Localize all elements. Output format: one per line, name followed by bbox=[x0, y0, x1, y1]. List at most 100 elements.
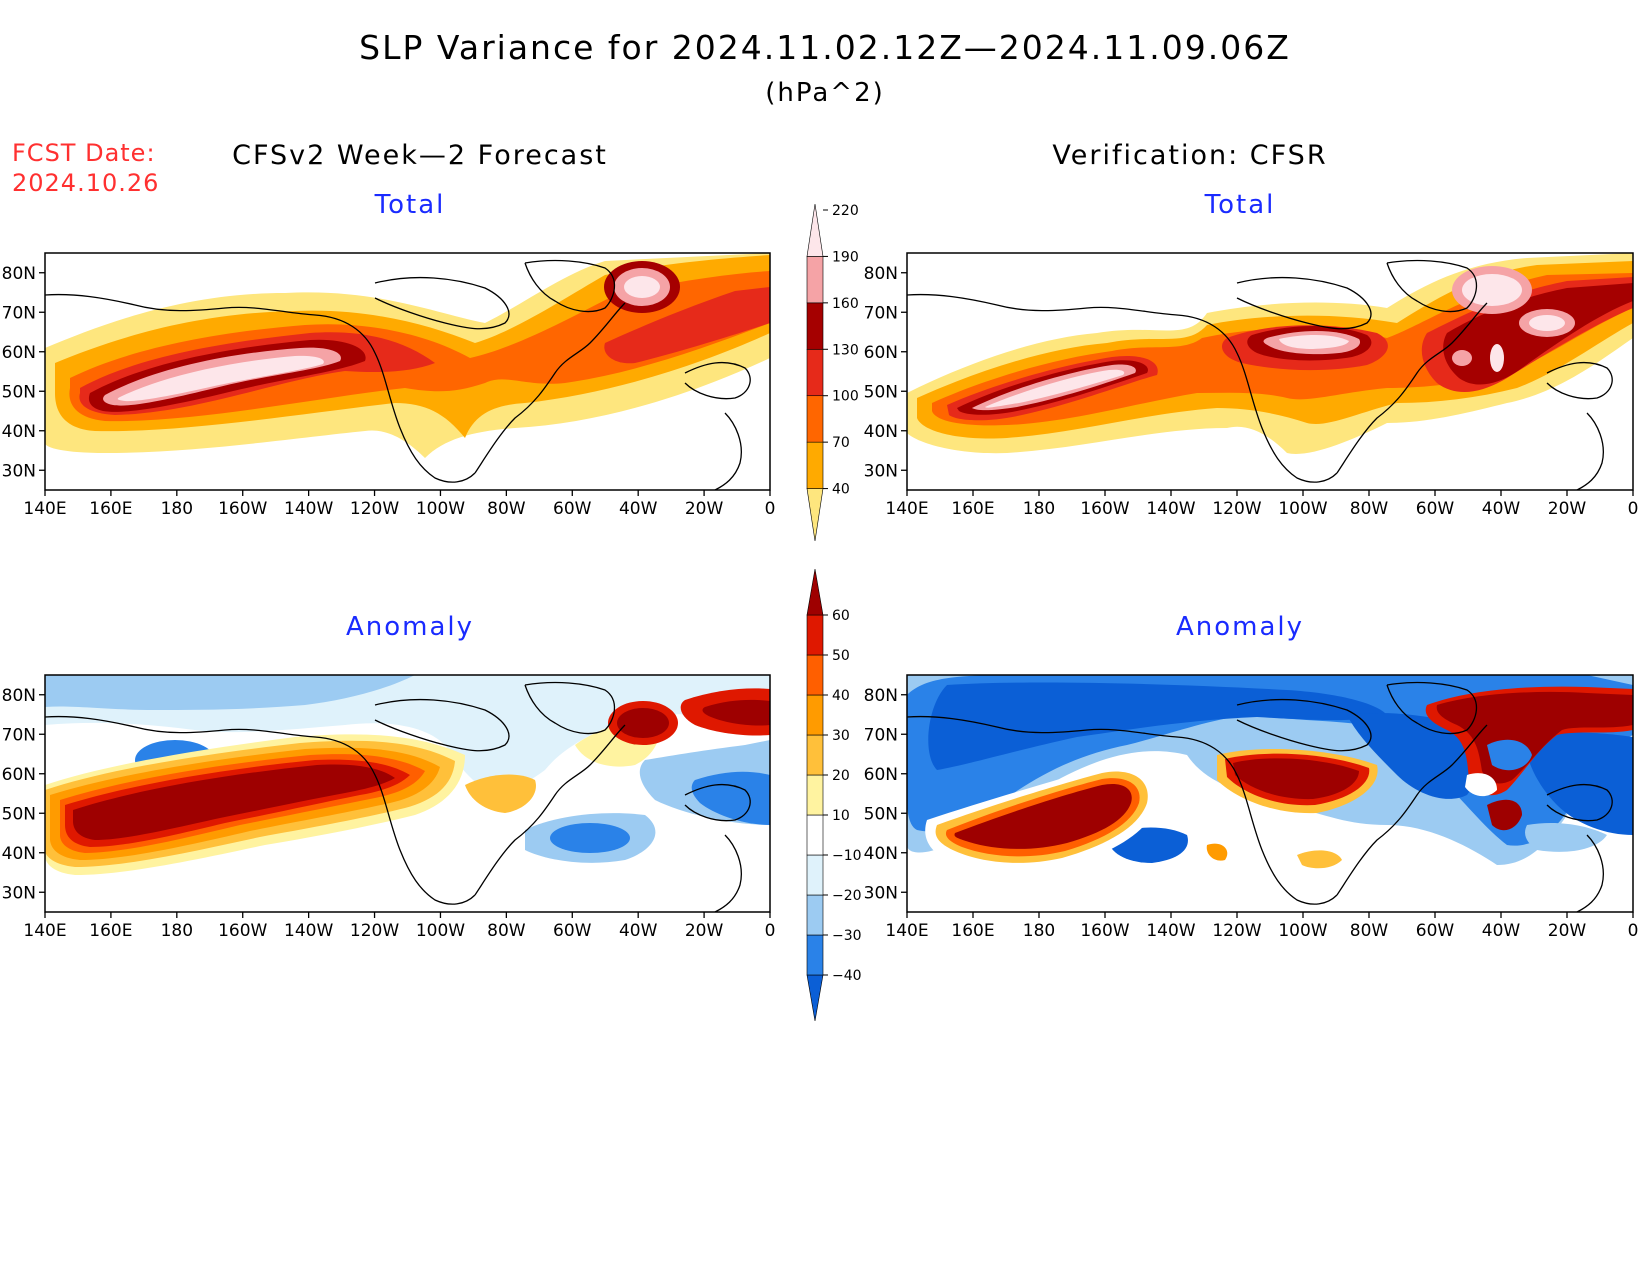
lon-tick-label: 160W bbox=[1080, 499, 1129, 519]
colorbar-tick-label: −10 bbox=[832, 848, 862, 864]
lat-tick-label: 50N bbox=[864, 804, 898, 824]
colorbar-tick-label: 130 bbox=[832, 342, 859, 358]
lat-tick-label: 30N bbox=[864, 461, 898, 481]
lon-tick-label: 60W bbox=[1416, 499, 1455, 519]
lon-tick-label: 0 bbox=[1628, 499, 1639, 519]
lon-tick-label: 120W bbox=[350, 499, 399, 519]
anomaly-colorbar: −40 −30 −20 −10 10 20 30 40 50 60 bbox=[806, 568, 862, 1022]
lon-tick-label: 100W bbox=[1278, 921, 1327, 941]
forecast-anomaly-frame bbox=[44, 674, 771, 913]
lat-tick-label: 60N bbox=[2, 765, 36, 785]
lat-tick-label: 30N bbox=[2, 883, 36, 903]
colorbar-tick-label: 70 bbox=[832, 435, 850, 451]
forecast-total-map bbox=[44, 252, 771, 491]
colorbar-tick-label: 40 bbox=[832, 688, 850, 704]
colorbar-swatch bbox=[806, 734, 824, 776]
lon-tick-label: 0 bbox=[1628, 921, 1639, 941]
colorbar-swatch bbox=[806, 934, 824, 976]
lon-tick-label: 40W bbox=[1482, 499, 1521, 519]
lon-tick-label: 100W bbox=[416, 499, 465, 519]
colorbar-swatch bbox=[806, 302, 824, 350]
forecast-column-title: CFSv2 Week—2 Forecast bbox=[232, 140, 608, 171]
lon-tick-label: 40W bbox=[1482, 921, 1521, 941]
verification-total-field bbox=[907, 253, 1633, 490]
colorbar-swatch bbox=[806, 974, 824, 1022]
lat-tick-label: 40N bbox=[2, 422, 36, 442]
lon-tick-label: 80W bbox=[487, 499, 526, 519]
colorbar-swatch bbox=[806, 894, 824, 936]
lon-tick-label: 20W bbox=[1548, 921, 1587, 941]
forecast-anomaly-title: Anomaly bbox=[345, 612, 475, 642]
lon-tick-label: 160W bbox=[1080, 921, 1129, 941]
colorbar-swatch bbox=[806, 568, 824, 616]
lon-tick-label: 120W bbox=[1212, 921, 1261, 941]
colorbar-swatch bbox=[806, 614, 824, 656]
colorbar-tick-label: 30 bbox=[832, 728, 850, 744]
lon-tick-label: 80W bbox=[1350, 921, 1389, 941]
colorbar-tick-label: −30 bbox=[832, 928, 862, 944]
figure-title: SLP Variance for 2024.11.02.12Z—2024.11.… bbox=[359, 28, 1291, 67]
forecast-total-frame bbox=[44, 252, 771, 491]
lon-tick-label: 140E bbox=[23, 499, 66, 519]
lon-tick-label: 0 bbox=[765, 921, 776, 941]
lon-tick-label: 60W bbox=[553, 921, 592, 941]
lon-tick-label: 160E bbox=[89, 921, 132, 941]
colorbar-tick-label: 100 bbox=[832, 389, 859, 405]
verification-anomaly-map bbox=[906, 674, 1634, 913]
colorbar-swatch bbox=[806, 395, 824, 443]
lon-tick-label: 20W bbox=[1548, 499, 1587, 519]
colorbar-swatch bbox=[806, 854, 824, 896]
lon-tick-label: 100W bbox=[1278, 499, 1327, 519]
lat-tick-label: 40N bbox=[2, 844, 36, 864]
colorbar-tick-label: 220 bbox=[832, 203, 859, 219]
colorbar-swatch bbox=[806, 256, 824, 304]
verification-anomaly-frame bbox=[906, 674, 1634, 913]
colorbar-swatch bbox=[806, 441, 824, 489]
forecast-total-title: Total bbox=[374, 190, 446, 220]
lon-tick-label: 140W bbox=[284, 921, 333, 941]
lat-tick-label: 70N bbox=[2, 303, 36, 323]
lat-tick-label: 40N bbox=[864, 844, 898, 864]
lat-tick-label: 70N bbox=[864, 303, 898, 323]
colorbar-tick-label: 190 bbox=[832, 249, 859, 265]
lon-tick-label: 80W bbox=[487, 921, 526, 941]
colorbar-tick-label: 60 bbox=[832, 608, 850, 624]
forecast-anomaly-map bbox=[44, 674, 771, 913]
verification-column-title: Verification: CFSR bbox=[1052, 140, 1328, 171]
lat-tick-label: 50N bbox=[864, 382, 898, 402]
lat-tick-label: 30N bbox=[2, 461, 36, 481]
verification-anomaly-field bbox=[907, 675, 1633, 912]
lon-tick-label: 140E bbox=[23, 921, 66, 941]
lat-tick-label: 50N bbox=[2, 382, 36, 402]
lon-tick-label: 180 bbox=[161, 499, 193, 519]
map-axes: 80N 70N 60N 50N 40N 30N 140E 160E 180 160W 140W 120… bbox=[2, 264, 1639, 941]
colorbar-swatch bbox=[806, 488, 824, 542]
forecast-anomaly-field bbox=[45, 675, 770, 912]
total-colorbar: 40 70 100 130 160 190 220 bbox=[806, 203, 859, 542]
colorbar-swatch bbox=[806, 203, 824, 257]
fcst-date-block: FCST Date: 2024.10.26 bbox=[12, 138, 159, 198]
lat-tick-label: 80N bbox=[2, 686, 36, 706]
lat-tick-label: 80N bbox=[864, 264, 898, 284]
units-label: (hPa^2) bbox=[765, 78, 885, 108]
lon-tick-label: 140W bbox=[284, 499, 333, 519]
lat-tick-label: 80N bbox=[2, 264, 36, 284]
colorbar-tick-label: 20 bbox=[832, 768, 850, 784]
lon-tick-label: 180 bbox=[161, 921, 193, 941]
lon-tick-label: 20W bbox=[685, 499, 724, 519]
lon-tick-label: 160W bbox=[218, 499, 267, 519]
verification-anomaly-title: Anomaly bbox=[1175, 612, 1305, 642]
colorbar-tick-label: 50 bbox=[832, 648, 850, 664]
lon-tick-label: 100W bbox=[416, 921, 465, 941]
lon-tick-label: 40W bbox=[619, 921, 658, 941]
colorbar-swatch bbox=[806, 694, 824, 736]
lon-tick-label: 160E bbox=[89, 499, 132, 519]
colorbar-tick-label: 160 bbox=[832, 296, 859, 312]
lon-tick-label: 20W bbox=[685, 921, 724, 941]
lon-tick-label: 140W bbox=[1146, 921, 1195, 941]
colorbar-tick-label: 40 bbox=[832, 482, 850, 498]
lon-tick-label: 140E bbox=[885, 499, 928, 519]
lon-tick-label: 120W bbox=[350, 921, 399, 941]
lon-tick-label: 160E bbox=[951, 921, 994, 941]
